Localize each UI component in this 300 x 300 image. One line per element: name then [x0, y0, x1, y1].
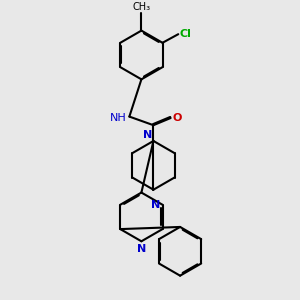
Text: N: N [151, 200, 160, 210]
Text: Cl: Cl [180, 29, 192, 39]
Text: O: O [173, 113, 182, 123]
Text: CH₃: CH₃ [132, 2, 151, 12]
Text: N: N [143, 130, 152, 140]
Text: N: N [137, 244, 146, 254]
Text: NH: NH [110, 113, 127, 123]
